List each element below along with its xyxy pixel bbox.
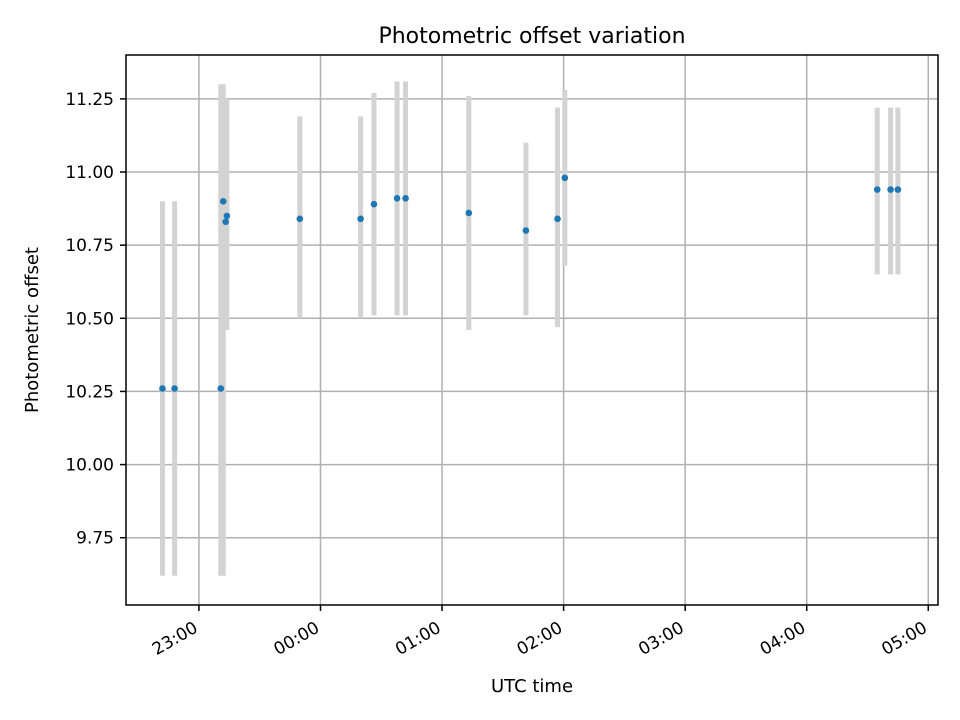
data-point: [219, 197, 227, 205]
data-point: [222, 218, 229, 226]
data-point: [873, 186, 881, 193]
y-axis-ticks: 9.75 10.00 10.25 10.50 10.75 11.00 11.25: [65, 90, 126, 549]
data-point: [402, 195, 409, 202]
data-point: [393, 195, 401, 202]
data-point: [465, 209, 473, 217]
data-point: [296, 215, 304, 223]
data-point: [159, 385, 166, 392]
y-tick-label: 11.25: [65, 90, 114, 110]
y-tick-label: 11.00: [65, 163, 114, 183]
data-point: [887, 186, 894, 193]
chart-title: Photometric offset variation: [378, 24, 685, 49]
data-point: [894, 186, 902, 193]
y-tick-label: 10.00: [65, 456, 114, 476]
data-points: [159, 174, 902, 392]
y-tick-label: 10.25: [65, 382, 114, 402]
plot-frame: [125, 54, 939, 606]
y-axis-label: Photometric offset: [22, 247, 43, 413]
data-point: [171, 385, 178, 392]
data-point: [370, 200, 378, 208]
grid-lines: [126, 55, 938, 605]
x-axis-label: UTC time: [491, 676, 573, 697]
data-point: [522, 227, 530, 234]
data-point: [223, 212, 231, 220]
y-tick-label: 10.75: [65, 236, 114, 256]
data-point: [357, 215, 364, 223]
y-tick-label: 10.50: [65, 309, 114, 329]
data-point: [561, 174, 569, 182]
data-point: [554, 215, 561, 223]
y-tick-label: 9.75: [76, 529, 114, 549]
data-point: [217, 385, 225, 392]
